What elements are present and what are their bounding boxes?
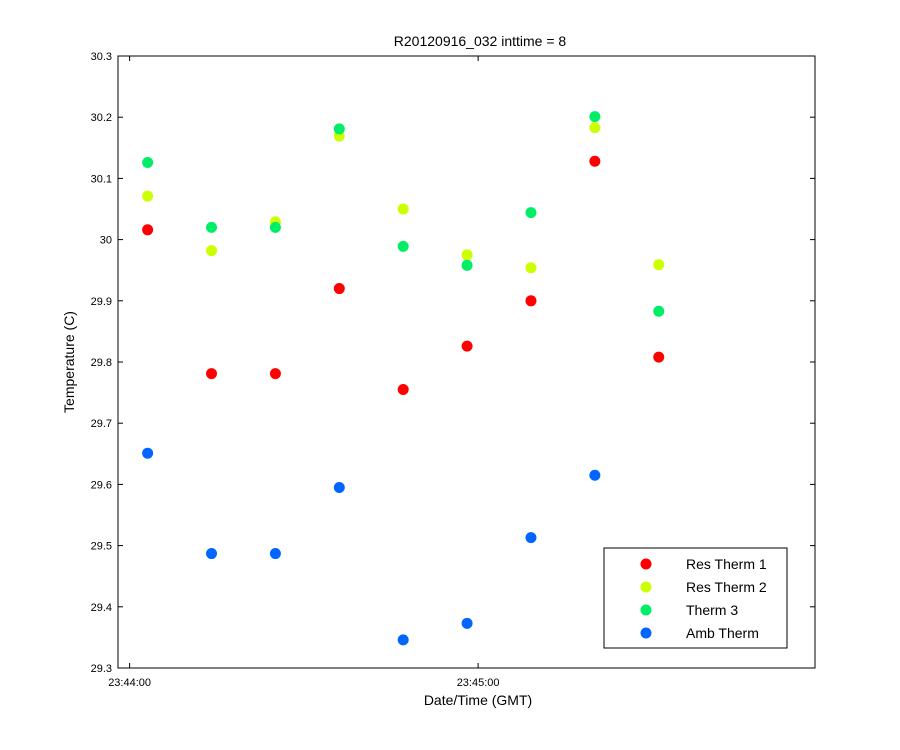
data-point [525,532,537,544]
data-point [525,295,537,307]
data-point [461,340,473,352]
data-point [653,351,665,363]
data-point [269,221,281,233]
legend-label: Res Therm 2 [686,579,767,595]
legend-marker [640,558,652,570]
data-point [142,447,154,459]
data-point [206,245,218,257]
data-point [653,259,665,271]
data-point [142,190,154,202]
series-res-therm-1 [142,155,665,396]
data-point [589,111,601,123]
legend-marker [640,581,652,593]
y-axis: 29.3 29.4 29.5 29.6 29.7 29.8 29.9 30 30.1 30.2 30… [91,51,815,675]
data-point [142,224,154,236]
x-tick-label: 23:44:00 [108,677,151,689]
y-tick-label: 29.6 [91,479,112,491]
data-point [333,283,345,295]
legend-label: Therm 3 [686,602,738,618]
data-point [461,617,473,629]
series-amb-therm [142,447,601,646]
data-point [461,259,473,271]
y-tick-label: 30.2 [91,112,112,124]
data-point [397,203,409,215]
data-point [397,634,409,646]
data-point [397,384,409,396]
legend-label: Amb Therm [686,625,759,641]
y-tick-label: 29.3 [91,663,112,675]
legend: Res Therm 1 Res Therm 2 Therm 3 Amb Therm [603,547,788,649]
y-tick-label: 29.7 [91,418,112,430]
data-point [589,155,601,167]
legend-label: Res Therm 1 [686,556,767,572]
data-point [397,240,409,252]
data-point [206,368,218,380]
data-point [333,481,345,493]
legend-marker [640,604,652,616]
data-point [333,123,345,135]
data-point [589,469,601,481]
y-tick-label: 30.3 [91,51,112,63]
legend-box [603,547,788,649]
x-axis-label: Date/Time (GMT) [424,692,532,708]
data-point [525,207,537,219]
y-tick-label: 29.4 [91,602,112,614]
x-axis: 23:44:00 23:45:00 [108,56,500,689]
data-point [269,548,281,560]
data-point [206,548,218,560]
x-tick-label: 23:45:00 [457,677,500,689]
y-tick-label: 30 [100,235,112,247]
y-tick-label: 30.1 [91,173,112,185]
data-point [269,368,281,380]
data-point [653,305,665,317]
data-point [525,262,537,274]
data-point [589,122,601,134]
data-points [142,111,665,646]
y-tick-label: 29.8 [91,357,112,369]
y-tick-label: 29.9 [91,296,112,308]
series-therm-3 [142,111,665,317]
data-point [142,156,154,168]
data-point [461,249,473,261]
chart-title: R20120916_032 inttime = 8 [394,33,567,49]
y-tick-label: 29.5 [91,541,112,553]
y-axis-label: Temperature (C) [61,311,77,413]
legend-marker [640,627,652,639]
data-point [206,221,218,233]
